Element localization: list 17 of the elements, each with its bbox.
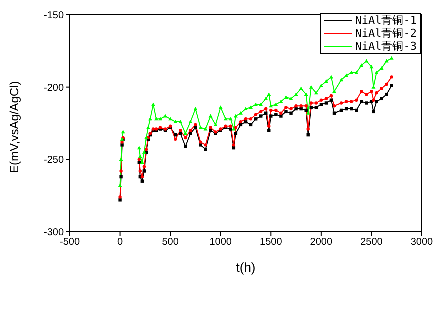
x-tick-label: 2000 xyxy=(310,237,333,248)
x-tick-label: 2500 xyxy=(360,237,384,248)
y-tick-label: -200 xyxy=(44,82,64,94)
x-tick-label: 1500 xyxy=(260,237,283,248)
x-tick-label: -500 xyxy=(60,237,80,248)
y-axis-title: E(mV,vsAg/AgCl) xyxy=(7,81,22,174)
legend-label: NiAl青铜-2 xyxy=(355,27,417,40)
y-tick-label: -300 xyxy=(44,228,64,239)
y-tick-label: -250 xyxy=(44,155,64,166)
x-tick-label: 1000 xyxy=(210,237,232,248)
x-tick-label: 3000 xyxy=(410,237,434,248)
x-tick-label: 0 xyxy=(118,237,124,248)
x-tick-label: 500 xyxy=(162,237,180,248)
y-tick-label: -150 xyxy=(44,10,64,22)
legend-label: NiAl青铜-3 xyxy=(355,40,417,53)
legend-label: NiAl青铜-1 xyxy=(355,14,417,27)
x-axis-title: t(h) xyxy=(236,260,256,275)
